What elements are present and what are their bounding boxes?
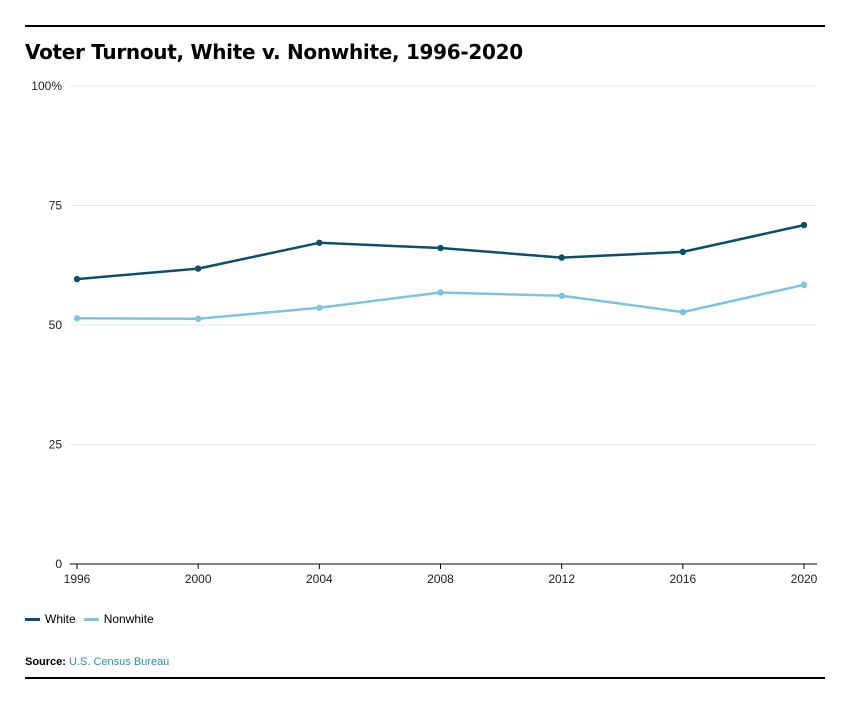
data-point-white-2020 xyxy=(800,221,808,229)
legend-swatch-white xyxy=(25,617,40,621)
x-tick-label-1996: 1996 xyxy=(64,572,91,586)
legend: White Nonwhite xyxy=(25,612,162,626)
chart-title: Voter Turnout, White v. Nonwhite, 1996-2… xyxy=(25,40,523,64)
y-tick-label-100: 100% xyxy=(31,79,62,93)
legend-item-nonwhite[interactable]: Nonwhite xyxy=(83,612,154,626)
line-chart: 0 25 50 75 100% 1996 2000 2004 2008 2012 2016 2020 xyxy=(31,79,818,586)
legend-item-white[interactable]: White xyxy=(25,612,76,626)
legend-swatch-nonwhite xyxy=(83,617,99,621)
bottom-rule xyxy=(25,677,825,679)
series-line-white xyxy=(76,223,805,281)
data-point-nonwhite-2000 xyxy=(194,315,202,322)
source-link[interactable]: U.S. Census Bureau xyxy=(69,656,170,668)
data-point-nonwhite-2016 xyxy=(679,308,687,316)
data-point-nonwhite-2020 xyxy=(800,281,808,289)
legend-label-nonwhite: Nonwhite xyxy=(103,612,154,626)
y-tick-label-75: 75 xyxy=(49,199,63,213)
data-point-nonwhite-2004 xyxy=(316,304,323,311)
y-tick-label-25: 25 xyxy=(49,438,63,452)
data-point-nonwhite-1996 xyxy=(73,315,81,322)
x-tick-label-2020: 2020 xyxy=(791,572,818,586)
y-tick-label-0: 0 xyxy=(55,557,62,571)
source-note: Source: U.S. Census Bureau xyxy=(25,656,169,668)
source-label: Source: xyxy=(25,656,66,668)
data-point-nonwhite-2012 xyxy=(558,292,565,300)
x-tick-label-2012: 2012 xyxy=(548,572,575,586)
top-rule xyxy=(25,25,825,27)
data-point-white-2012 xyxy=(558,254,565,261)
data-point-white-2004 xyxy=(316,239,323,246)
legend-label-white: White xyxy=(45,612,76,626)
x-tick-label-2008: 2008 xyxy=(427,572,454,586)
data-point-white-2016 xyxy=(679,248,687,256)
y-tick-label-50: 50 xyxy=(49,318,63,332)
data-point-white-2008 xyxy=(437,244,444,252)
data-point-white-1996 xyxy=(73,275,81,283)
x-tick-label-2016: 2016 xyxy=(669,572,696,586)
x-tick-label-2000: 2000 xyxy=(185,572,212,586)
data-point-white-2000 xyxy=(194,265,202,272)
data-point-nonwhite-2008 xyxy=(437,289,444,296)
x-tick-label-2004: 2004 xyxy=(306,572,333,586)
